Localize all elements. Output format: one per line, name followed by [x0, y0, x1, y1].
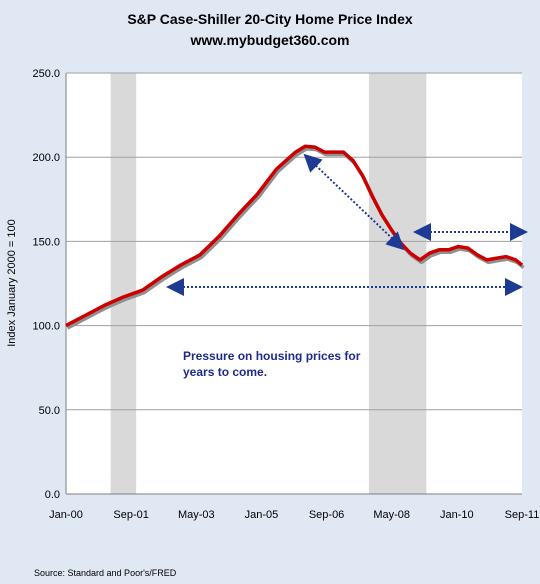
y-tick-label: 100.0	[32, 321, 60, 333]
x-tick-label: Sep-06	[309, 509, 344, 521]
y-tick-label: 200.0	[32, 152, 60, 164]
arrow-peak-to-trough	[303, 153, 405, 251]
recession-band-1	[368, 73, 427, 494]
x-axis-ticks: Jan-00 Sep-01 May-03 Jan-05 Sep-06 May-08 Jan-…	[49, 509, 539, 521]
x-tick-label: Jan-00	[49, 509, 83, 521]
gridlines	[65, 72, 522, 495]
chart-subtitle: www.mybudget360.com	[190, 32, 350, 48]
chart-title: S&P Case-Shiller 20-City Home Price Inde…	[127, 11, 413, 27]
y-tick-label: 250.0	[32, 68, 60, 80]
x-tick-label: Sep-11	[505, 509, 540, 521]
y-axis-label: Index January 2000 = 100	[6, 219, 18, 347]
annotation-arrows	[166, 153, 528, 296]
x-tick-label: Jan-10	[440, 509, 474, 521]
x-tick-label: Jan-05	[245, 509, 279, 521]
x-tick-label: May-03	[178, 509, 215, 521]
y-tick-label: 50.0	[39, 405, 60, 417]
y-tick-label: 0.0	[45, 489, 60, 501]
x-tick-label: May-08	[373, 509, 410, 521]
x-tick-label: Sep-01	[113, 509, 148, 521]
y-tick-label: 150.0	[32, 236, 60, 248]
annotation-line-2: years to come.	[183, 365, 267, 379]
y-axis-ticks: 0.0 50.0 100.0 150.0 200.0 250.0	[32, 68, 60, 501]
annotation-line-1: Pressure on housing prices for	[183, 349, 361, 363]
recession-band-0	[110, 73, 137, 494]
source-note: Source: Standard and Poor's/FRED	[34, 568, 177, 578]
